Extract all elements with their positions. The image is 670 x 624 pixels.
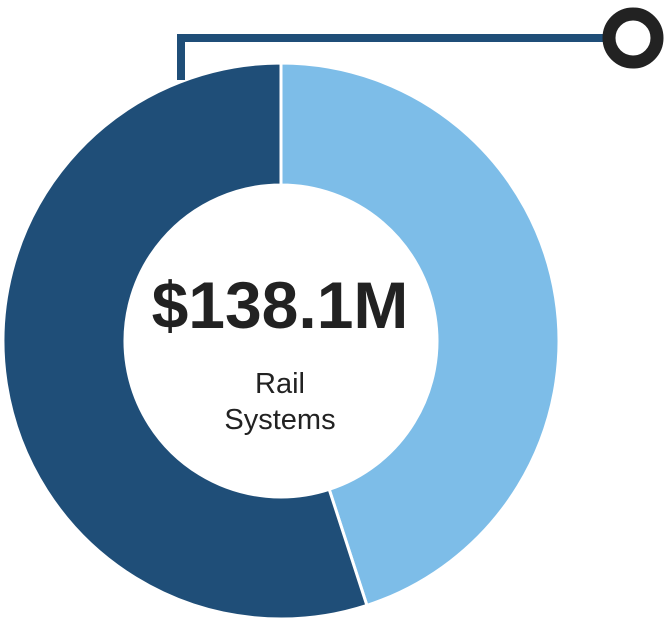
connector-end-marker <box>602 7 664 69</box>
donut-slices <box>1 61 561 621</box>
donut-slice-1 <box>279 61 561 608</box>
donut-slice-2 <box>1 61 369 621</box>
center-label: Rail Systems <box>224 368 336 436</box>
connector-line <box>177 34 620 80</box>
center-value: $138.1M <box>151 268 409 342</box>
